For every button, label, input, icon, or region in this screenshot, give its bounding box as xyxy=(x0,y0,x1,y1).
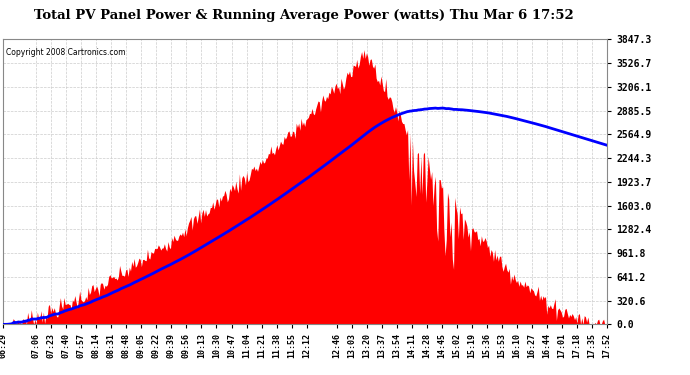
Text: Total PV Panel Power & Running Average Power (watts) Thu Mar 6 17:52: Total PV Panel Power & Running Average P… xyxy=(34,9,573,22)
Text: Copyright 2008 Cartronics.com: Copyright 2008 Cartronics.com xyxy=(6,48,126,57)
